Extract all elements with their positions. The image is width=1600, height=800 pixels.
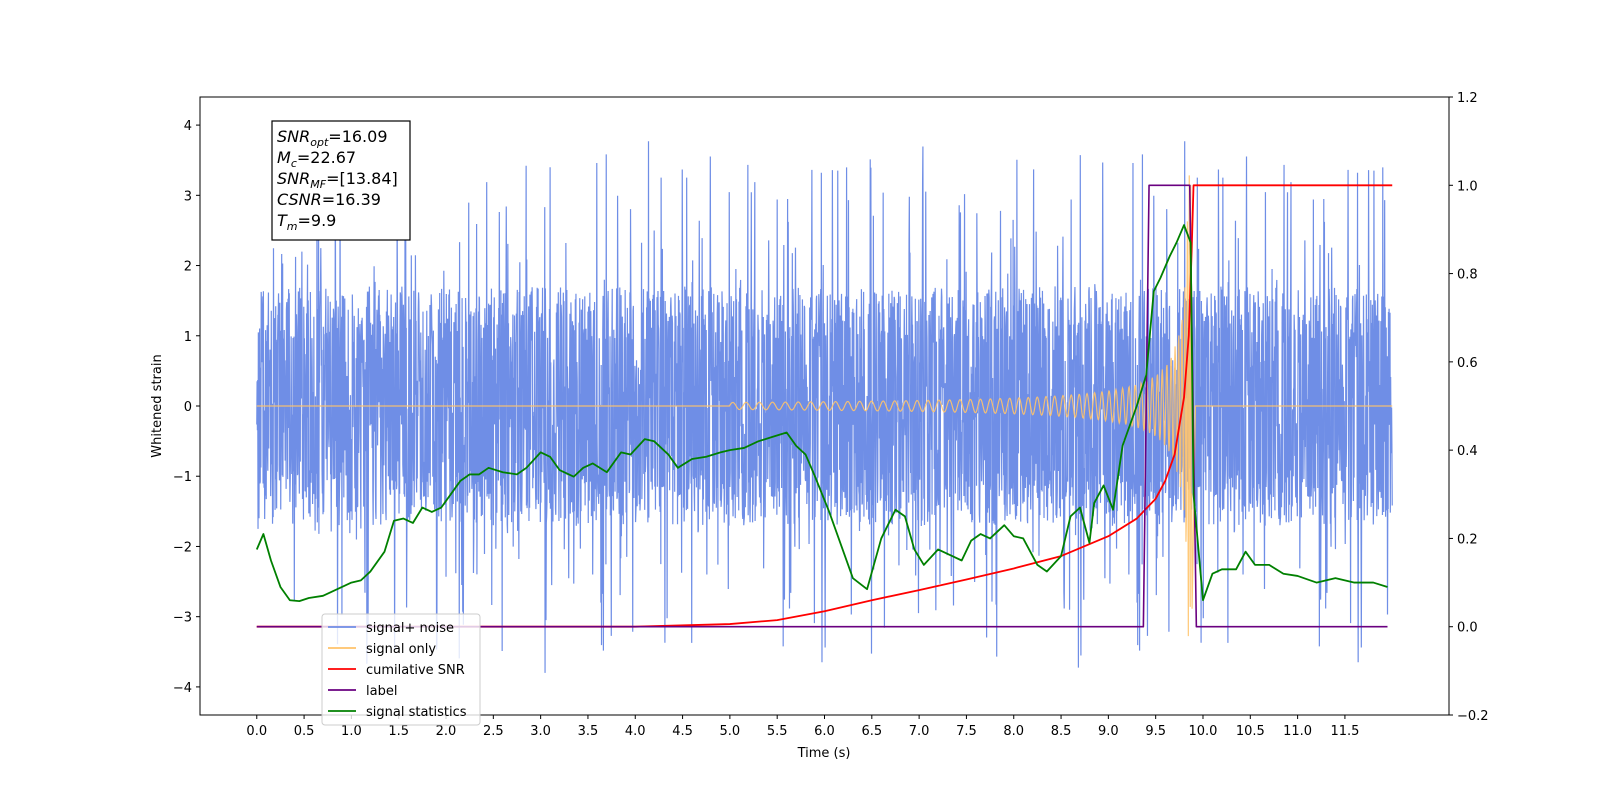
annotation-line: Mc=22.67 xyxy=(277,148,356,170)
y-tick-label-right: 0.6 xyxy=(1457,356,1478,371)
series-layer xyxy=(255,141,1393,673)
x-tick-label: 5.0 xyxy=(720,724,741,739)
x-tick-label: 3.0 xyxy=(530,724,551,739)
x-tick-label: 7.0 xyxy=(909,724,930,739)
x-tick-label: 1.0 xyxy=(341,724,362,739)
y-tick-label-right: 0.0 xyxy=(1457,621,1478,636)
x-tick-label: 6.0 xyxy=(814,724,835,739)
x-tick-label: 4.5 xyxy=(672,724,693,739)
y-tick-label-left: 1 xyxy=(184,330,192,345)
legend-entry-label: signal statistics xyxy=(366,705,467,720)
x-tick-label: 0.5 xyxy=(294,724,315,739)
y-tick-label-right: 1.2 xyxy=(1457,91,1478,106)
x-tick-label: 5.5 xyxy=(767,724,788,739)
legend-entry-label: cumilative SNR xyxy=(366,663,465,678)
series-signal-only xyxy=(256,175,1393,637)
y-tick-label-right: −0.2 xyxy=(1457,709,1489,724)
x-tick-label: 11.0 xyxy=(1283,724,1312,739)
x-tick-label: 2.5 xyxy=(483,724,504,739)
y-tick-label-left: −2 xyxy=(173,540,192,555)
x-tick-label: 10.0 xyxy=(1189,724,1218,739)
y-tick-label-right: 0.2 xyxy=(1457,532,1478,547)
x-tick-label: 11.5 xyxy=(1330,724,1359,739)
x-tick-label: 2.0 xyxy=(436,724,457,739)
x-axis-label: Time (s) xyxy=(797,746,851,761)
y-tick-label-left: 4 xyxy=(184,119,192,134)
y-tick-label-right: 1.0 xyxy=(1457,179,1478,194)
annotation-line: CSNR=16.39 xyxy=(277,190,381,209)
x-tick-label: 6.5 xyxy=(861,724,882,739)
x-tick-label: 4.0 xyxy=(625,724,646,739)
y-tick-label-left: 3 xyxy=(184,189,192,204)
legend: signal+ noise signal only cumilative SNR la… xyxy=(321,613,481,726)
x-tick-label: 8.5 xyxy=(1051,724,1072,739)
x-tick-label: 9.0 xyxy=(1098,724,1119,739)
y-tick-label-left: −1 xyxy=(173,470,192,485)
annotation-line: Tm=9.9 xyxy=(277,211,336,233)
y-tick-label-right: 0.8 xyxy=(1457,268,1478,283)
annotation-box: SNRopt=16.09Mc=22.67SNRMF=[13.84]CSNR=16… xyxy=(271,120,411,241)
series-label xyxy=(256,184,1388,628)
ticks-layer: 0.0 0.5 1.0 1.5 2.0 2.5 3.0 3.5 4.0 4.5 5.0 5.5 6.0 6… xyxy=(173,91,1489,739)
legend-entry-label: signal+ noise xyxy=(366,621,454,636)
legend-entry-label: label xyxy=(366,684,397,699)
y-tick-label-left: −4 xyxy=(173,681,192,696)
annotation-frame xyxy=(271,120,411,241)
x-tick-label: 8.0 xyxy=(1003,724,1024,739)
series-signal-noise xyxy=(256,141,1393,673)
x-tick-label: 10.5 xyxy=(1236,724,1265,739)
series-cumulative-snr xyxy=(256,184,1393,628)
x-tick-label: 0.0 xyxy=(246,724,267,739)
y-tick-label-left: −3 xyxy=(173,611,192,626)
y-axis-label-left: Whitened strain xyxy=(150,354,165,457)
x-tick-label: 9.5 xyxy=(1145,724,1166,739)
series-signal-statistics xyxy=(255,224,1388,603)
legend-frame xyxy=(321,613,481,726)
y-tick-label-right: 0.4 xyxy=(1457,444,1478,459)
y-tick-label-left: 0 xyxy=(184,400,192,415)
annotation-line: SNRopt=16.09 xyxy=(277,127,388,149)
x-tick-label: 7.5 xyxy=(956,724,977,739)
x-tick-label: 3.5 xyxy=(578,724,599,739)
x-tick-label: 1.5 xyxy=(388,724,409,739)
legend-entry-label: signal only xyxy=(366,642,436,657)
y-tick-label-left: 2 xyxy=(184,260,192,275)
annotation-line: SNRMF=[13.84] xyxy=(277,169,398,191)
